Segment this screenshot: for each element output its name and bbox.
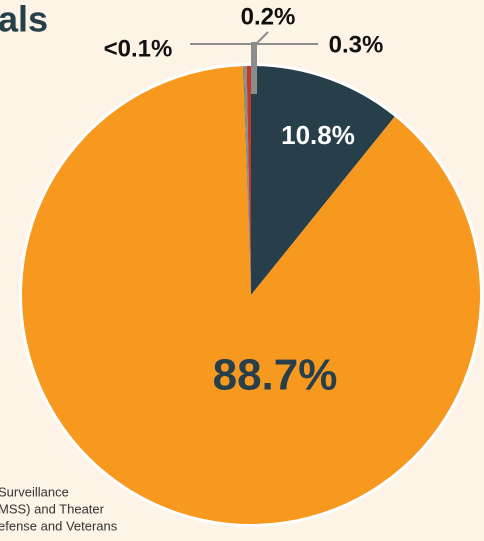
chart-title: als (0, 0, 48, 40)
data-label: 0.2% (241, 3, 296, 30)
source-note: efense and Veterans (0, 518, 118, 533)
data-label: 10.8% (281, 120, 355, 150)
leader-bar (251, 42, 257, 94)
data-label: 0.3% (329, 31, 384, 58)
source-note: MSS) and Theater (0, 501, 105, 516)
pie-slice (251, 66, 395, 295)
pie-slice (243, 66, 251, 295)
pie-slice (243, 66, 251, 295)
pie-slice (246, 66, 251, 295)
data-label: 88.7% (213, 351, 338, 400)
data-label: <0.1% (104, 35, 173, 62)
leader-line (255, 31, 269, 45)
source-note: Surveillance (0, 484, 69, 499)
pie-slice (21, 66, 480, 525)
